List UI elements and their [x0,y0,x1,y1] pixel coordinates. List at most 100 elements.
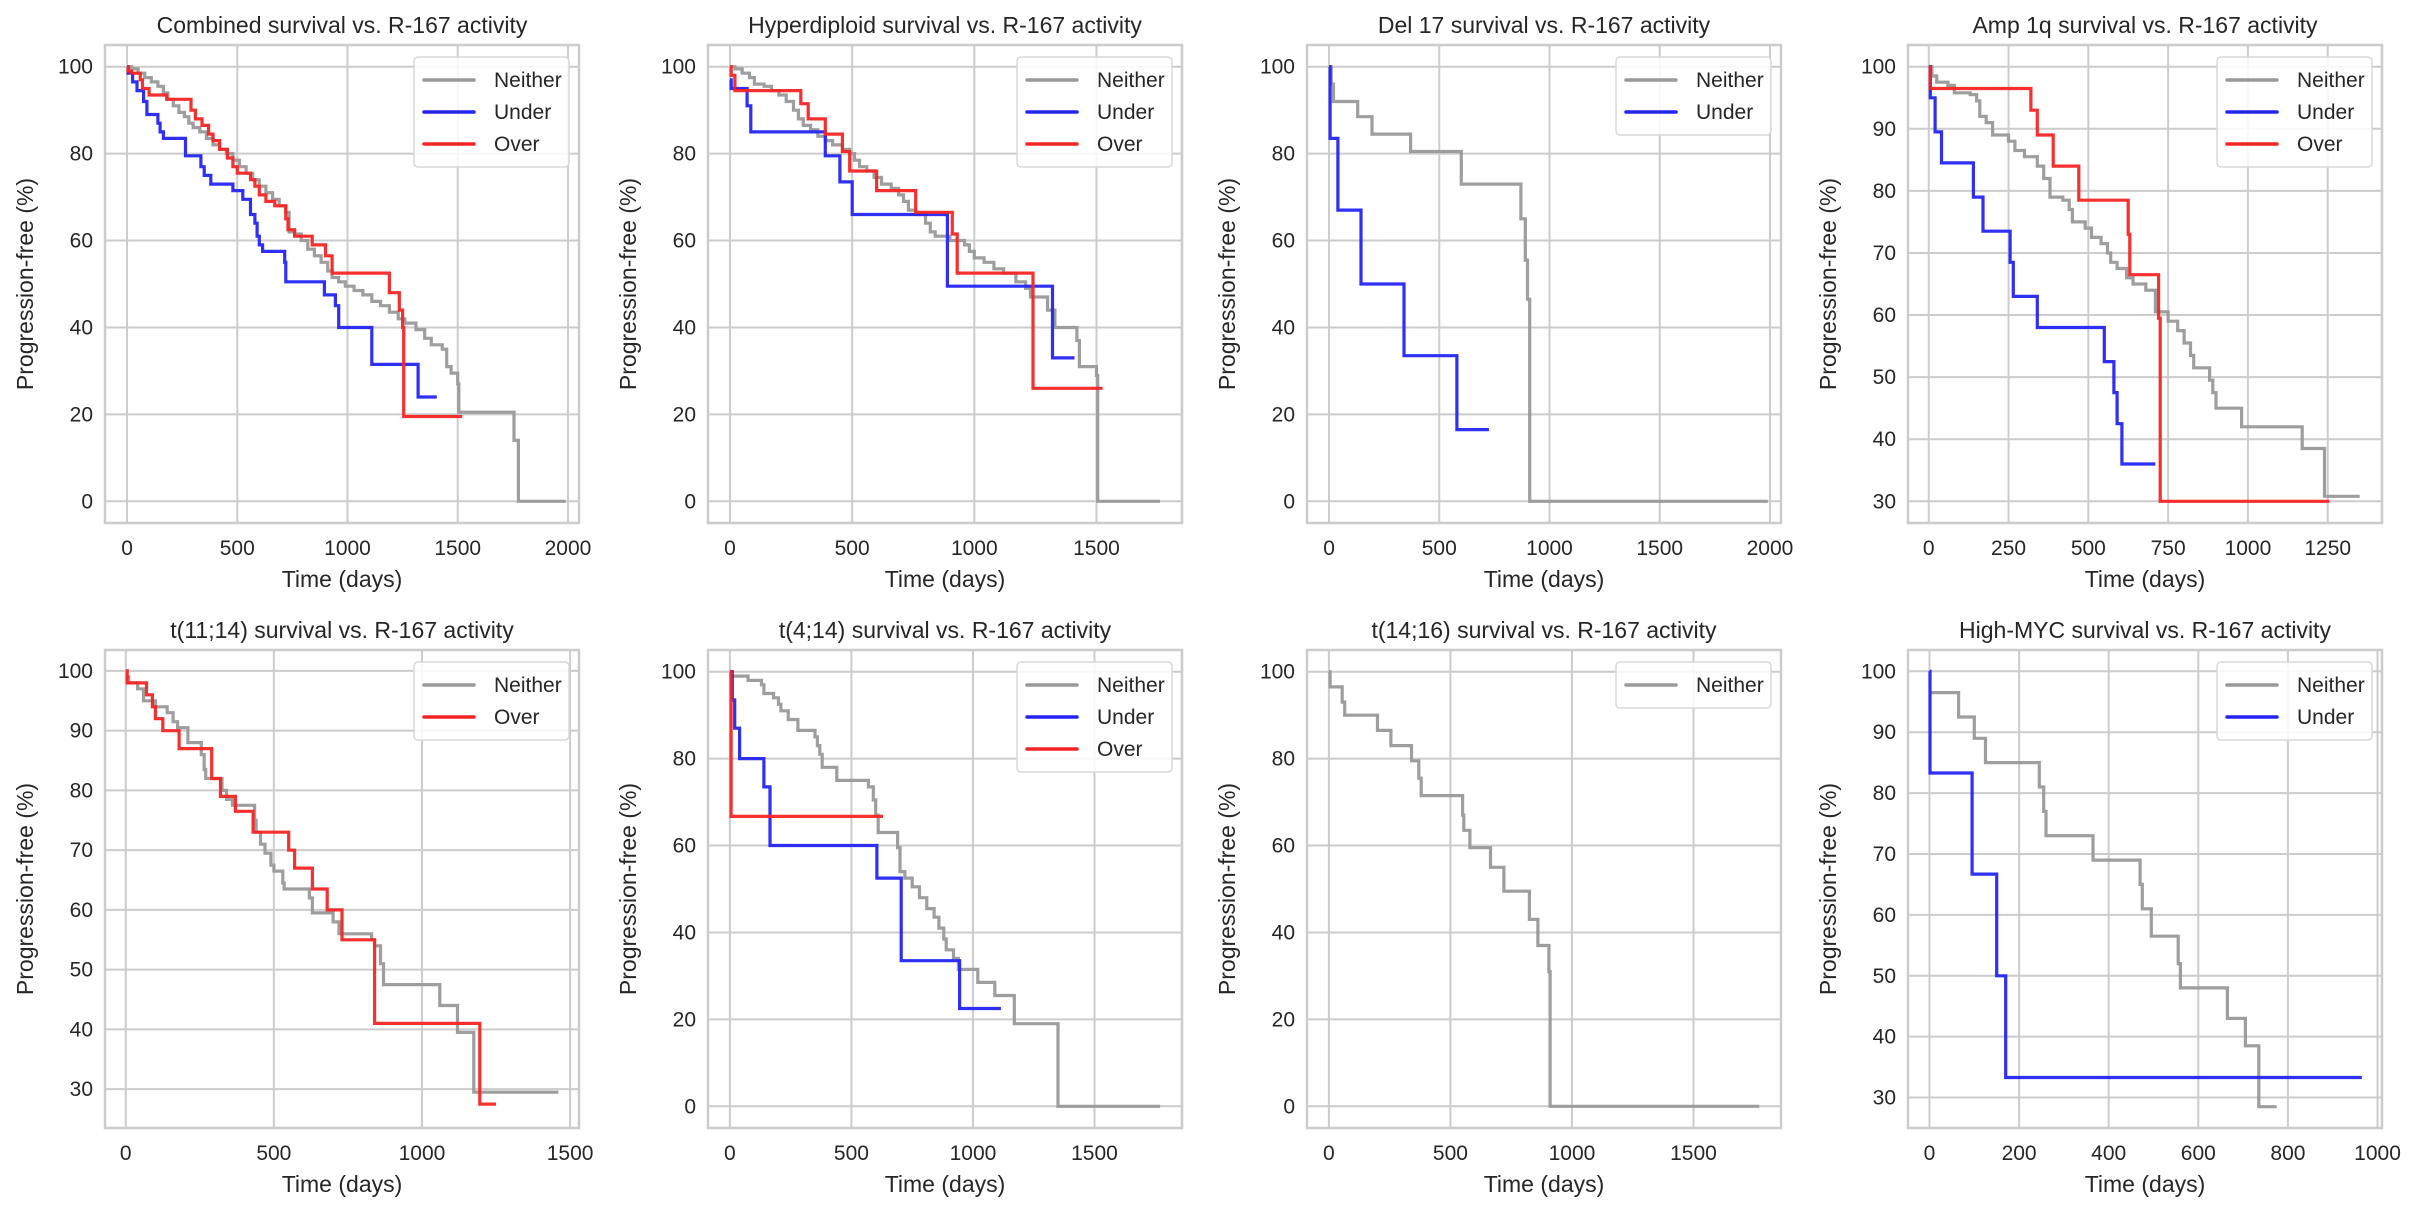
axes-frame [1906,648,2384,1130]
x-tick-label: 750 [2151,537,2186,560]
y-tick-label: 100 [661,661,696,684]
y-tick-label: 20 [673,1008,696,1031]
legend-label: Under [494,101,551,124]
legend-item-neither: Neither [1624,674,1764,697]
y-tick-label: 20 [1272,403,1295,426]
legend: Neither Under Over [2216,56,2373,168]
legend: Neither Under Over [1016,56,1173,168]
series-line-under [1328,65,1489,432]
y-tick-label: 90 [1873,721,1896,744]
series-line-under [126,65,437,399]
chart-title: High-MYC survival vs. R-167 activity [1959,617,2331,643]
x-tick-label: 0 [724,537,736,560]
series-group [1928,669,2362,1109]
y-tick-label: 100 [58,56,93,79]
subplot-2: 0 500 1000 1500 0 20 40 60 80 100 Hyperdiploid sur… [615,12,1184,592]
y-tick-label: 80 [673,748,696,771]
x-tick-label: 500 [220,537,255,560]
x-axis-label: Time (days) [282,566,403,592]
x-tick-label: 1500 [547,1142,594,1165]
y-axis-label: Progression-free (%) [615,783,641,995]
x-tick-label: 500 [835,537,870,560]
subplot-8: 0 200 400 600 800 1000 30 40 50 60 70 80 90 100 High-M… [1815,617,2401,1197]
series-line-under [1928,65,2156,466]
y-tick-label: 100 [1260,661,1295,684]
y-tick-label: 60 [70,230,93,253]
series-group [1328,65,1768,503]
x-tick-label: 0 [1323,537,1335,560]
x-tick-label: 1500 [1670,1142,1717,1165]
legend-label: Neither [494,674,562,697]
x-tick-label: 250 [1991,537,2026,560]
legend-label: Neither [494,69,562,92]
legend-label: Over [494,706,540,729]
y-axis-label: Progression-free (%) [12,783,38,995]
x-tick-label: 0 [1323,1142,1335,1165]
legend: Neither [1615,661,1772,709]
legend: Neither Under [2216,661,2373,741]
y-tick-label: 0 [81,490,93,513]
legend-box [1615,661,1772,709]
series-line-over [729,65,1103,390]
y-axis-label: Progression-free (%) [615,178,641,390]
series-group [126,65,566,503]
y-tick-label: 40 [70,316,93,339]
series-line-over [1928,65,2330,503]
y-tick-label: 0 [1283,490,1295,513]
legend-label: Under [1097,101,1154,124]
x-tick-label: 1000 [1526,537,1573,560]
chart-title: Amp 1q survival vs. R-167 activity [1972,12,2318,38]
legend-label: Neither [1696,674,1764,697]
legend-label: Under [1696,101,1753,124]
legend-box [1615,56,1772,136]
y-tick-label: 80 [1873,782,1896,805]
series-line-under [729,670,1001,1011]
legend-item-neither: Neither [422,674,562,697]
legend-item-over: Over [1025,738,1143,761]
x-tick-label: 500 [1433,1142,1468,1165]
legend-item-under: Under [422,101,551,124]
x-tick-label: 0 [121,537,133,560]
x-tick-label: 200 [2002,1142,2037,1165]
grid [1908,650,2382,1128]
series-line-under [1928,669,2362,1080]
y-tick-label: 80 [70,143,93,166]
subplot-6: 0 500 1000 1500 0 20 40 60 80 100 t(4;14) survival… [615,617,1184,1197]
y-tick-label: 90 [1873,118,1896,141]
legend-box [1016,661,1173,773]
x-tick-label: 1500 [434,537,481,560]
legend-label: Over [1097,133,1143,156]
x-axis-label: Time (days) [2085,1171,2206,1197]
y-tick-label: 70 [1873,242,1896,265]
x-tick-label: 1250 [2304,537,2351,560]
y-axis-label: Progression-free (%) [1214,178,1240,390]
y-tick-label: 40 [1873,428,1896,451]
subplot-5: 0 500 1000 1500 30 40 50 60 70 80 90 100 t(11;14) su… [12,617,593,1197]
y-tick-label: 60 [1272,230,1295,253]
y-tick-label: 0 [684,1095,696,1118]
y-tick-label: 20 [1272,1008,1295,1031]
series-line-neither [1929,691,2277,1109]
series-group [729,65,1160,503]
series-line-neither [1928,65,2360,498]
legend-item-under: Under [1025,706,1154,729]
series-group [125,669,559,1106]
x-tick-label: 1000 [951,537,998,560]
y-tick-label: 100 [1861,660,1896,683]
x-axis-label: Time (days) [2085,566,2206,592]
axes-frame [1305,648,1783,1130]
chart-title: Hyperdiploid survival vs. R-167 activity [748,12,1142,38]
legend-item-under: Under [2225,101,2354,124]
grid [1908,45,2382,523]
legend-box [413,661,570,741]
y-axis-label: Progression-free (%) [12,178,38,390]
legend: Neither Under [1615,56,1772,136]
legend-label: Neither [2297,69,2365,92]
axes-frame [103,648,581,1130]
series-group [729,670,1161,1108]
x-axis-label: Time (days) [885,566,1006,592]
chart-title: t(11;14) survival vs. R-167 activity [170,617,514,643]
x-tick-label: 1500 [1071,1142,1118,1165]
legend-label: Over [1097,738,1143,761]
